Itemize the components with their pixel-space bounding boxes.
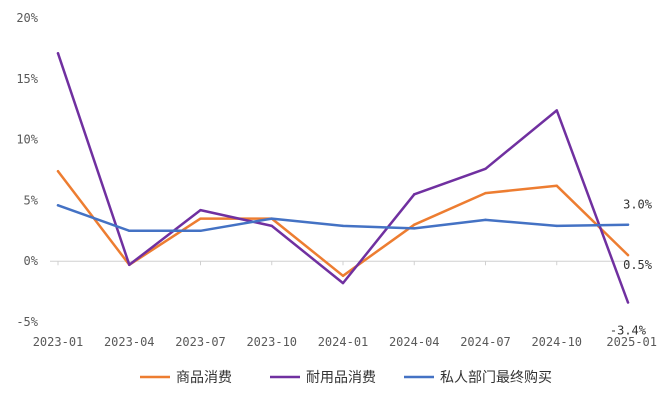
data-point (56, 204, 60, 207)
data-label: 3.0% (623, 198, 653, 212)
data-point (199, 229, 202, 232)
data-point (555, 184, 558, 188)
data-point (270, 224, 273, 228)
x-tick-label: 2024-01 (318, 335, 369, 349)
data-point (555, 109, 558, 112)
x-tick-label: 2024-04 (389, 335, 440, 349)
data-point (199, 208, 202, 212)
data-point (484, 167, 487, 170)
data-point (341, 224, 345, 228)
legend-label: 商品消费 (176, 370, 232, 386)
y-tick-label: 15% (16, 72, 38, 86)
y-tick-label: 5% (24, 193, 39, 207)
data-label: -3.4% (610, 324, 647, 338)
data-point (56, 52, 60, 55)
data-point (484, 191, 487, 195)
data-point (555, 224, 558, 228)
x-tick-label: 2024-10 (531, 335, 582, 349)
x-tick-label: 2023-07 (175, 335, 226, 349)
data-point (413, 193, 416, 196)
y-tick-label: 10% (16, 133, 38, 147)
x-tick-label: 2023-01 (33, 335, 84, 349)
data-point (484, 218, 487, 222)
data-label: 0.5% (623, 258, 653, 272)
data-point (128, 229, 131, 232)
y-tick-label: -5% (16, 315, 38, 329)
data-point (626, 301, 630, 304)
x-tick-label: 2025-01 (606, 335, 657, 349)
x-tick-label: 2023-10 (246, 335, 297, 349)
data-point (128, 263, 131, 267)
data-point (341, 281, 345, 285)
data-point (413, 223, 416, 226)
data-point (341, 274, 345, 277)
x-tick-label: 2023-04 (104, 335, 155, 349)
legend-label: 私人部门最终购买 (440, 370, 552, 386)
legend-label: 耐用品消费 (306, 370, 376, 386)
data-point (626, 253, 630, 257)
data-point (270, 217, 273, 220)
y-tick-label: 0% (24, 254, 39, 268)
data-point (413, 227, 416, 230)
x-tick-label: 2024-07 (460, 335, 511, 349)
data-point (56, 170, 60, 173)
data-point (626, 223, 630, 226)
data-point (199, 217, 202, 220)
y-tick-label: 20% (16, 11, 38, 25)
